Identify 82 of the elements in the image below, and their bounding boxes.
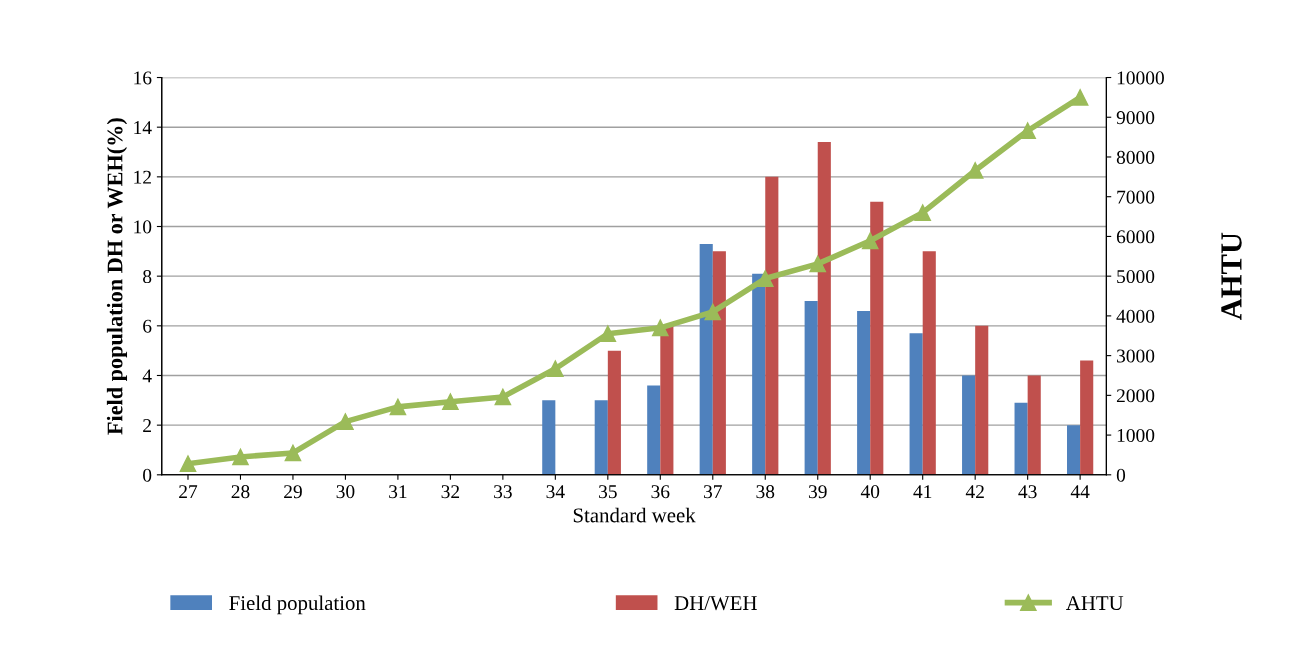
legend-label: DH/WEH — [674, 596, 757, 611]
x-tick-label: 43 — [1018, 485, 1037, 499]
y-tick-label: 6 — [143, 319, 152, 333]
point — [179, 455, 197, 473]
point — [704, 303, 722, 321]
y2-tick-label: 7000 — [1117, 190, 1155, 204]
x-tick-label: 30 — [336, 485, 355, 499]
y-tick-label: 2 — [143, 419, 151, 432]
y2-tick-label: 10000 — [1117, 71, 1164, 85]
bar — [699, 243, 713, 475]
point — [232, 448, 249, 466]
x-tick-label: 32 — [441, 485, 460, 499]
point — [914, 204, 932, 221]
bar — [594, 400, 608, 475]
y-tick-label: 12 — [134, 170, 151, 184]
y2-tick-label: 1000 — [1117, 428, 1155, 443]
y2-axis-title: AHTU — [1221, 232, 1242, 321]
x-tick-label: 38 — [756, 485, 775, 499]
point — [337, 413, 354, 430]
bar — [752, 273, 766, 475]
y-tick-label: 16 — [134, 71, 152, 85]
bar — [975, 325, 989, 475]
x-axis-title: Standard week — [573, 507, 696, 523]
point — [442, 393, 459, 411]
y2-tick-label: 6000 — [1116, 230, 1155, 244]
x-tick-label: 31 — [389, 485, 407, 499]
y2-tick-label: 8000 — [1116, 150, 1155, 164]
y-axis-title: Field population DH or WEH(%) — [106, 118, 128, 435]
x-tick-label: 36 — [651, 485, 670, 499]
legend-label: AHTU — [1066, 596, 1124, 611]
bar — [857, 310, 871, 475]
point — [494, 388, 512, 406]
bar — [1080, 360, 1094, 475]
x-tick-label: 34 — [546, 485, 565, 499]
y-tick-label: 8 — [143, 269, 152, 284]
y2-tick-label: 3000 — [1117, 349, 1155, 363]
y2-tick-label: 2000 — [1116, 389, 1155, 403]
bar — [870, 201, 884, 475]
point — [547, 360, 564, 378]
bar — [1067, 425, 1081, 475]
bar — [922, 251, 936, 475]
bar — [1027, 375, 1041, 475]
x-tick-label: 27 — [179, 485, 198, 499]
point — [861, 232, 879, 250]
x-tick-label: 29 — [284, 485, 302, 499]
x-tick-label: 33 — [494, 485, 512, 499]
point — [599, 325, 617, 343]
y-tick-label: 4 — [142, 369, 152, 383]
bar — [542, 400, 556, 475]
point — [809, 255, 827, 273]
x-tick-label: 37 — [703, 485, 722, 499]
bar — [647, 385, 661, 475]
point — [756, 270, 774, 287]
y2-tick-label: 9000 — [1116, 111, 1155, 125]
point — [1019, 122, 1036, 140]
y-tick-label: 10 — [134, 220, 152, 234]
bar — [1014, 402, 1028, 475]
bar — [660, 325, 674, 475]
y2-tick-label: 4000 — [1116, 309, 1155, 323]
bar — [607, 350, 621, 475]
bar — [817, 142, 831, 475]
point — [1071, 89, 1089, 106]
x-tick-label: 35 — [599, 485, 617, 499]
bar — [712, 251, 726, 475]
y2-tick-label: 0 — [1116, 468, 1126, 482]
point — [651, 319, 669, 337]
x-tick-label: 39 — [808, 485, 827, 499]
x-tick-label: 41 — [913, 485, 932, 499]
legend-label: Field population — [229, 595, 366, 615]
x-tick-label: 44 — [1070, 485, 1090, 499]
y-tick-label: 0 — [143, 468, 152, 482]
y2-tick-label: 5000 — [1117, 269, 1155, 284]
y-tick-label: 14 — [134, 121, 152, 134]
x-tick-label: 40 — [860, 485, 880, 499]
point — [389, 398, 407, 416]
x-tick-label: 42 — [965, 485, 984, 499]
bar — [804, 301, 818, 475]
bar — [962, 375, 976, 475]
bar — [765, 176, 779, 475]
point — [284, 444, 302, 462]
x-tick-label: 28 — [231, 485, 250, 499]
bar — [909, 333, 923, 475]
